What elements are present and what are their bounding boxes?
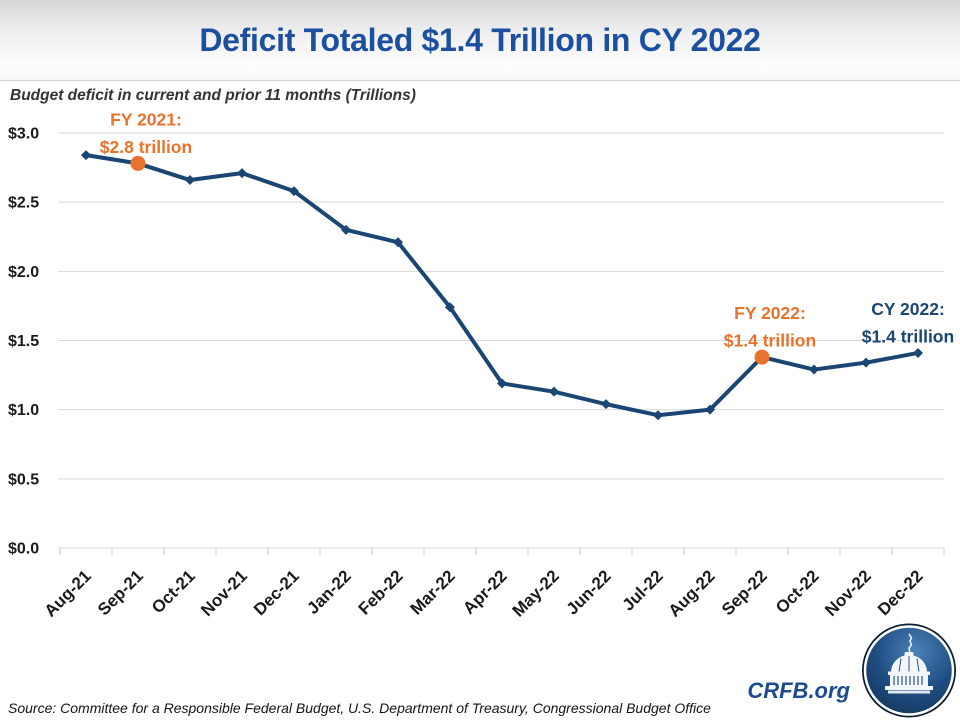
svg-text:Mar-22: Mar-22 — [407, 566, 459, 618]
title-bar: Deficit Totaled $1.4 Trillion in CY 2022 — [0, 0, 960, 81]
svg-text:$2.5: $2.5 — [8, 195, 39, 212]
capitol-dome-icon — [885, 633, 933, 694]
svg-text:FY 2022:: FY 2022: — [734, 303, 806, 323]
svg-text:$3.0: $3.0 — [8, 126, 39, 143]
svg-text:FY 2021:: FY 2021: — [110, 109, 182, 129]
svg-text:$0.0: $0.0 — [8, 541, 39, 558]
svg-text:Feb-22: Feb-22 — [355, 566, 407, 618]
svg-text:May-22: May-22 — [509, 566, 563, 620]
svg-text:$1.4 trillion: $1.4 trillion — [862, 326, 954, 346]
svg-text:Sep-22: Sep-22 — [718, 566, 771, 619]
deficit-line-chart: $0.0 $0.5 $1.0 $1.5 $2.0 $2.5 $3.0 Aug-21 Sep-21… — [8, 109, 954, 620]
svg-text:Nov-21: Nov-21 — [197, 566, 251, 620]
svg-text:Dec-21: Dec-21 — [250, 566, 303, 619]
svg-text:Apr-22: Apr-22 — [459, 566, 511, 618]
chart-title: Deficit Totaled $1.4 Trillion in CY 2022 — [199, 21, 761, 58]
svg-text:Jan-22: Jan-22 — [303, 566, 355, 618]
svg-text:Oct-22: Oct-22 — [772, 566, 823, 617]
svg-text:Oct-21: Oct-21 — [148, 566, 199, 617]
crfb-wordmark: CRFB.org — [747, 678, 850, 703]
svg-text:$1.4 trillion: $1.4 trillion — [724, 331, 816, 351]
svg-text:$0.5: $0.5 — [8, 471, 39, 488]
svg-text:$1.0: $1.0 — [8, 402, 39, 419]
svg-text:Jul-22: Jul-22 — [619, 566, 667, 614]
svg-text:Nov-22: Nov-22 — [821, 566, 875, 620]
svg-text:Dec-22: Dec-22 — [874, 566, 927, 619]
svg-text:Aug-22: Aug-22 — [665, 566, 719, 620]
svg-text:$1.5: $1.5 — [8, 333, 39, 350]
svg-text:$2.0: $2.0 — [8, 264, 39, 281]
chart-subtitle: Budget deficit in current and prior 11 m… — [10, 87, 416, 104]
svg-text:Sep-21: Sep-21 — [94, 566, 147, 619]
crfb-capitol-logo — [862, 623, 956, 718]
svg-text:$2.8 trillion: $2.8 trillion — [100, 137, 192, 157]
svg-text:CY 2022:: CY 2022: — [871, 299, 945, 319]
svg-text:Jun-22: Jun-22 — [563, 566, 615, 618]
source-note: Source: Committee for a Responsible Fede… — [8, 700, 711, 716]
svg-text:Aug-21: Aug-21 — [41, 566, 95, 620]
